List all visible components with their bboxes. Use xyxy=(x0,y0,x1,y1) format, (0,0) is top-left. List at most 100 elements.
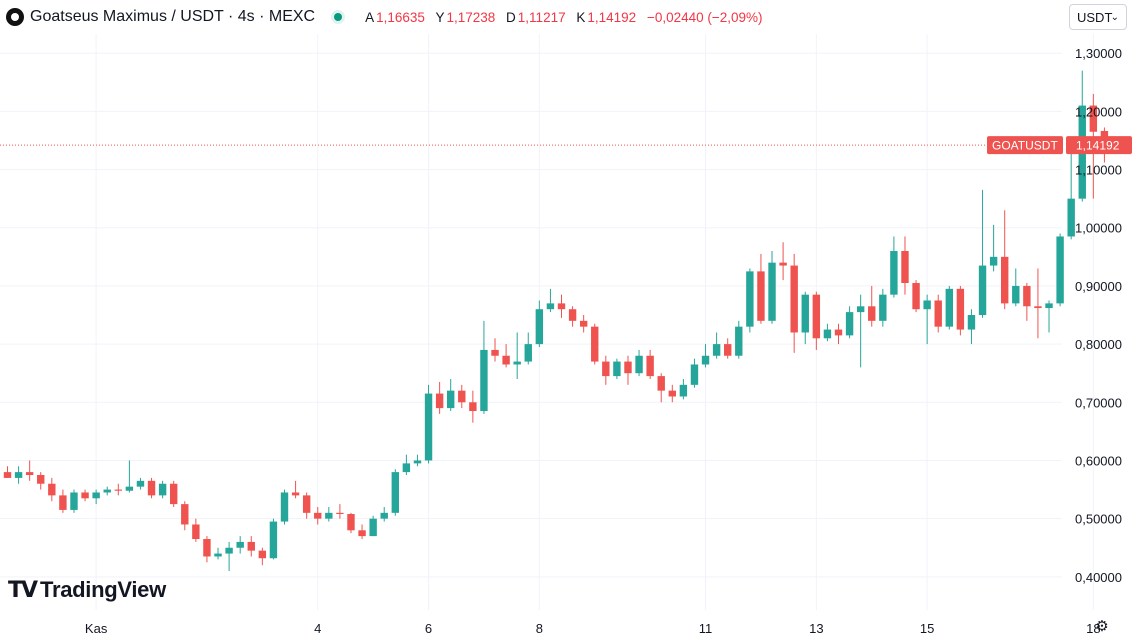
candle[interactable] xyxy=(192,518,200,542)
candle[interactable] xyxy=(801,291,809,345)
candle[interactable] xyxy=(170,480,178,508)
candle[interactable] xyxy=(856,294,865,368)
candle[interactable] xyxy=(579,315,588,333)
candle[interactable] xyxy=(546,288,555,313)
candle[interactable] xyxy=(48,477,56,502)
candle[interactable] xyxy=(701,344,710,368)
candle[interactable] xyxy=(203,536,211,563)
candle[interactable] xyxy=(269,518,278,560)
candle[interactable] xyxy=(845,306,854,339)
candle[interactable] xyxy=(258,547,267,566)
candle[interactable] xyxy=(646,349,654,380)
candle[interactable] xyxy=(790,253,798,353)
price-axis[interactable]: 1,30000 1,20000 1,10000 1,00000 0,90000 0,800… xyxy=(1075,46,1122,585)
candle[interactable] xyxy=(92,489,100,505)
candle[interactable] xyxy=(557,294,566,318)
time-axis[interactable]: Kas 4 6 8 11 13 15 18 xyxy=(85,621,1101,636)
candle[interactable] xyxy=(70,489,78,513)
candle[interactable] xyxy=(1056,233,1064,307)
candle[interactable] xyxy=(136,477,145,490)
candle[interactable] xyxy=(225,541,233,572)
candle[interactable] xyxy=(380,507,388,522)
candle[interactable] xyxy=(923,294,931,345)
candle[interactable] xyxy=(402,454,411,476)
candle[interactable] xyxy=(1012,268,1020,307)
candle[interactable] xyxy=(989,224,998,272)
candle[interactable] xyxy=(14,466,23,484)
candle[interactable] xyxy=(1023,283,1031,321)
candle[interactable] xyxy=(247,536,255,557)
candle[interactable] xyxy=(945,285,953,330)
candle[interactable] xyxy=(469,390,477,423)
candle[interactable] xyxy=(812,291,821,350)
symbol-logo-icon[interactable] xyxy=(6,8,24,26)
candle[interactable] xyxy=(491,338,499,362)
candle[interactable] xyxy=(834,323,843,345)
candle[interactable] xyxy=(158,480,167,499)
candle[interactable] xyxy=(635,349,643,377)
candle[interactable] xyxy=(325,507,333,522)
candle[interactable] xyxy=(724,338,732,359)
candle[interactable] xyxy=(369,515,377,537)
candle[interactable] xyxy=(568,306,577,327)
candle[interactable] xyxy=(435,381,444,414)
candle-series[interactable] xyxy=(3,70,1109,572)
market-status-icon[interactable] xyxy=(331,10,346,24)
candle[interactable] xyxy=(502,344,510,368)
candle[interactable] xyxy=(613,358,621,380)
candle[interactable] xyxy=(358,524,366,540)
candle[interactable] xyxy=(81,489,89,502)
candle[interactable] xyxy=(978,189,987,318)
candle[interactable] xyxy=(735,320,743,359)
candle[interactable] xyxy=(690,358,699,388)
candle[interactable] xyxy=(302,492,311,519)
currency-select[interactable]: USDT ⌄ xyxy=(1069,4,1127,30)
candle[interactable] xyxy=(181,501,189,531)
candle[interactable] xyxy=(768,251,776,324)
candle[interactable] xyxy=(602,355,610,385)
candle[interactable] xyxy=(37,472,45,490)
candle[interactable] xyxy=(757,253,765,324)
tradingview-logo[interactable]: TV TradingView xyxy=(8,577,166,603)
candle[interactable] xyxy=(147,477,156,499)
candle[interactable] xyxy=(291,480,300,499)
candle[interactable] xyxy=(59,489,67,513)
candle[interactable] xyxy=(668,384,676,403)
candle[interactable] xyxy=(1078,70,1086,202)
candle[interactable] xyxy=(391,469,399,516)
candle[interactable] xyxy=(1067,146,1075,240)
candle[interactable] xyxy=(901,236,909,295)
candle[interactable] xyxy=(535,300,544,348)
candle[interactable] xyxy=(823,323,832,342)
candle[interactable] xyxy=(956,285,965,336)
candle[interactable] xyxy=(967,309,976,345)
symbol-title[interactable]: Goatseus Maximus / USDT · 4s · MEXC xyxy=(30,8,316,25)
candle[interactable] xyxy=(934,294,942,333)
candle[interactable] xyxy=(3,466,12,478)
candle[interactable] xyxy=(879,288,887,327)
candle[interactable] xyxy=(25,460,34,481)
settings-gear-icon[interactable]: ⚙ xyxy=(1095,618,1109,635)
candle[interactable] xyxy=(513,332,521,380)
candle[interactable] xyxy=(125,460,134,493)
candle[interactable] xyxy=(779,242,787,281)
candle[interactable] xyxy=(103,486,111,496)
candle[interactable] xyxy=(314,507,322,525)
candle[interactable] xyxy=(114,483,122,496)
candle[interactable] xyxy=(624,355,632,385)
candle[interactable] xyxy=(1034,268,1042,339)
candle[interactable] xyxy=(524,332,532,365)
candle[interactable] xyxy=(657,373,665,403)
candle[interactable] xyxy=(591,323,599,365)
candle[interactable] xyxy=(1001,210,1009,310)
candle[interactable] xyxy=(679,379,688,400)
candle[interactable] xyxy=(912,280,920,313)
candle[interactable] xyxy=(214,547,222,560)
candle[interactable] xyxy=(336,504,344,519)
candle[interactable] xyxy=(280,489,289,525)
candle[interactable] xyxy=(480,320,488,414)
candle[interactable] xyxy=(458,384,466,409)
candle[interactable] xyxy=(413,454,422,467)
candle[interactable] xyxy=(1045,300,1053,333)
